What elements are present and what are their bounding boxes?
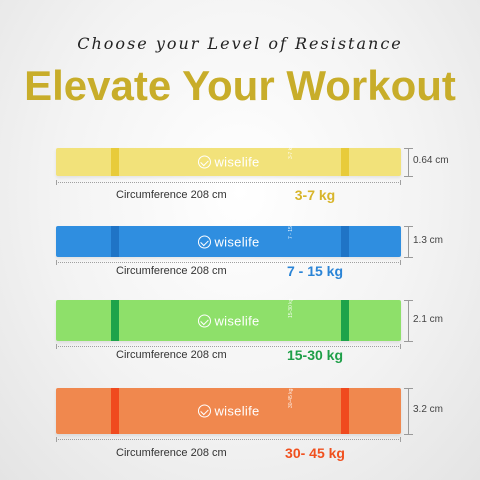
brand-logo: wiselife bbox=[197, 155, 259, 170]
brand-logo: wiselife bbox=[197, 404, 259, 419]
band-stripe-right bbox=[341, 226, 349, 257]
thickness-line bbox=[408, 148, 409, 176]
circumference-cap-left bbox=[56, 344, 57, 349]
circumference-label: Circumference 208 cm bbox=[116, 349, 227, 361]
band-resistance-label: 30-45 kg bbox=[288, 388, 294, 408]
band-yellow: wiselife 3-7 kg bbox=[56, 145, 401, 176]
circumference-line bbox=[56, 439, 401, 440]
thickness-label: 2.1 cm bbox=[413, 314, 444, 325]
thickness-tick-bottom bbox=[404, 176, 413, 177]
thickness-tick-bottom bbox=[404, 257, 413, 258]
circumference-label: Circumference 208 cm bbox=[116, 447, 227, 459]
band-resistance-label: 3-7 kg bbox=[288, 145, 294, 159]
band-stripe-left bbox=[111, 226, 119, 257]
circumference-cap-right bbox=[400, 344, 401, 349]
band-stripe-left bbox=[111, 148, 119, 176]
wiselife-logo-icon bbox=[197, 404, 211, 418]
brand-logo: wiselife bbox=[197, 313, 259, 328]
thickness-line bbox=[408, 226, 409, 257]
page-title: Elevate Your Workout bbox=[24, 62, 456, 109]
brand-name: wiselife bbox=[214, 234, 260, 249]
thickness-tick-bottom bbox=[404, 434, 413, 435]
band-stripe-right bbox=[341, 388, 349, 434]
wiselife-logo-icon bbox=[197, 314, 211, 327]
resistance-label: 7 - 15 kg bbox=[286, 263, 344, 279]
circumference-cap-right bbox=[400, 180, 401, 185]
resistance-label: 3-7 kg bbox=[294, 187, 336, 203]
band-green: wiselife 15-30 kg bbox=[56, 298, 401, 341]
thickness-tick-bottom bbox=[404, 341, 413, 342]
band-resistance-label: 7 - 15 kg bbox=[288, 219, 294, 239]
brand-name: wiselife bbox=[214, 154, 260, 170]
resistance-label: 30- 45 kg bbox=[285, 445, 345, 461]
brand-name: wiselife bbox=[214, 403, 260, 419]
circumference-cap-left bbox=[56, 437, 57, 442]
resistance-label: 15-30 kg bbox=[286, 347, 344, 363]
brand-name: wiselife bbox=[214, 313, 260, 328]
circumference-cap-right bbox=[400, 437, 401, 442]
band-orange: wiselife 30-45 kg bbox=[56, 388, 401, 434]
band-stripe-left bbox=[111, 388, 119, 434]
circumference-label: Circumference 208 cm bbox=[116, 189, 227, 201]
thickness-line bbox=[408, 388, 409, 434]
band-stripe-left bbox=[111, 300, 119, 341]
thickness-label: 1.3 cm bbox=[413, 235, 444, 246]
thickness-line bbox=[408, 300, 409, 341]
circumference-cap-left bbox=[56, 260, 57, 265]
band-stripe-right bbox=[341, 148, 349, 176]
thickness-label: 0.64 cm bbox=[413, 155, 449, 166]
brand-logo: wiselife bbox=[197, 234, 259, 249]
subtitle: Choose your Level of Resistance bbox=[77, 34, 403, 53]
wiselife-logo-icon bbox=[197, 235, 211, 248]
wiselife-logo-icon bbox=[197, 155, 211, 169]
band-resistance-label: 15-30 kg bbox=[288, 298, 294, 318]
circumference-cap-left bbox=[56, 180, 57, 185]
band-blue: wiselife 7 - 15 kg bbox=[56, 219, 401, 257]
thickness-label: 3.2 cm bbox=[413, 404, 444, 415]
band-stripe-right bbox=[341, 300, 349, 341]
circumference-line bbox=[56, 262, 401, 263]
circumference-line bbox=[56, 182, 401, 183]
circumference-cap-right bbox=[400, 260, 401, 265]
circumference-line bbox=[56, 346, 401, 347]
circumference-label: Circumference 208 cm bbox=[116, 265, 227, 277]
